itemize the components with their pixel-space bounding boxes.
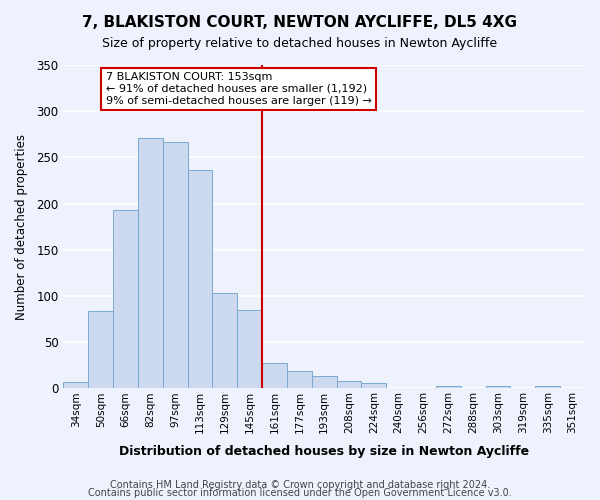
- Y-axis label: Number of detached properties: Number of detached properties: [15, 134, 28, 320]
- X-axis label: Distribution of detached houses by size in Newton Aycliffe: Distribution of detached houses by size …: [119, 444, 529, 458]
- Bar: [535, 386, 560, 388]
- Text: Contains HM Land Registry data © Crown copyright and database right 2024.: Contains HM Land Registry data © Crown c…: [110, 480, 490, 490]
- Bar: [312, 376, 337, 388]
- Bar: [113, 210, 138, 388]
- Bar: [237, 310, 262, 388]
- Bar: [163, 142, 188, 388]
- Bar: [436, 386, 461, 388]
- Text: Contains public sector information licensed under the Open Government Licence v3: Contains public sector information licen…: [88, 488, 512, 498]
- Bar: [262, 362, 287, 388]
- Bar: [64, 382, 88, 388]
- Bar: [138, 138, 163, 388]
- Text: Size of property relative to detached houses in Newton Aycliffe: Size of property relative to detached ho…: [103, 38, 497, 51]
- Bar: [485, 386, 511, 388]
- Bar: [188, 170, 212, 388]
- Bar: [88, 311, 113, 388]
- Text: 7, BLAKISTON COURT, NEWTON AYCLIFFE, DL5 4XG: 7, BLAKISTON COURT, NEWTON AYCLIFFE, DL5…: [83, 15, 517, 30]
- Bar: [287, 371, 312, 388]
- Text: 7 BLAKISTON COURT: 153sqm
← 91% of detached houses are smaller (1,192)
9% of sem: 7 BLAKISTON COURT: 153sqm ← 91% of detac…: [106, 72, 371, 106]
- Bar: [337, 381, 361, 388]
- Bar: [361, 383, 386, 388]
- Bar: [212, 294, 237, 388]
